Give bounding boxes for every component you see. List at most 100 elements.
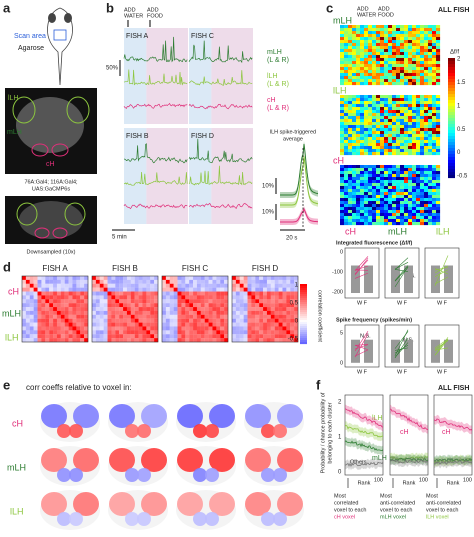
- heatmap-cell: [400, 189, 405, 193]
- matrix-cell: [60, 322, 65, 327]
- heatmap-cell: [392, 189, 397, 193]
- matrix-cell: [196, 276, 201, 280]
- heatmap-cell: [376, 171, 381, 175]
- matrix-cell: [169, 279, 174, 284]
- heatmap-cell: [412, 210, 417, 214]
- colorbar-cell: [448, 139, 455, 143]
- heatmap-cell: [380, 177, 385, 181]
- heatmap-cell: [384, 95, 389, 99]
- heatmap-cell: [392, 37, 397, 41]
- heatmap-cell: [344, 222, 349, 226]
- heatmap-cell: [408, 216, 413, 220]
- matrix-cell: [193, 326, 198, 331]
- heatmap-cell: [380, 25, 385, 29]
- heatmap-cell: [408, 143, 413, 147]
- matrix-cell: [216, 291, 221, 296]
- heatmap-cell: [436, 119, 441, 123]
- heatmap-cell: [396, 216, 401, 220]
- tick-label: 0: [340, 249, 343, 255]
- heatmap-cell: [400, 67, 405, 71]
- heatmap-cell: [376, 143, 381, 147]
- heatmap-cell: [340, 192, 345, 196]
- matrix-cell: [294, 326, 299, 331]
- matrix-cell: [239, 307, 244, 312]
- fish-label: FISH B: [126, 133, 149, 140]
- matrix-cell: [193, 330, 198, 335]
- matrix-cell: [76, 310, 81, 315]
- matrix-cell: [99, 338, 104, 343]
- heatmap-cell: [352, 134, 357, 138]
- heatmap-cell: [392, 34, 397, 38]
- matrix-cell: [115, 330, 120, 335]
- label: mLH: [7, 129, 22, 136]
- heatmap-cell: [348, 70, 353, 74]
- heatmap-cell: [408, 171, 413, 175]
- heatmap-cell: [356, 107, 361, 111]
- fish-label: FISH A: [126, 33, 149, 40]
- heatmap-cell: [388, 40, 393, 44]
- heatmap-cell: [368, 183, 373, 187]
- matrix-cell: [204, 283, 209, 288]
- matrix-cell: [270, 276, 275, 280]
- heatmap-cell: [416, 37, 421, 41]
- heatmap-cell: [360, 165, 365, 169]
- matrix-cell: [200, 279, 205, 284]
- label: ALL FISH: [438, 7, 469, 14]
- heatmap-cell: [376, 67, 381, 71]
- heatmap-cell: [424, 55, 429, 59]
- heatmap-cell: [380, 180, 385, 184]
- heatmap-cell: [368, 70, 373, 74]
- subplot-frame: [424, 247, 460, 299]
- heatmap-cell: [404, 213, 409, 217]
- matrix-cell: [259, 291, 264, 296]
- heatmap-cell: [352, 183, 357, 187]
- heatmap-cell: [348, 149, 353, 153]
- matrix-cell: [243, 287, 248, 292]
- matrix-cell: [235, 276, 240, 280]
- matrix-cell: [123, 310, 128, 315]
- matrix-cell: [263, 330, 268, 335]
- matrix-cell: [208, 330, 213, 335]
- heatmap-cell: [424, 165, 429, 169]
- heatmap-cell: [368, 168, 373, 172]
- matrix-cell: [72, 295, 77, 300]
- bar: [351, 339, 360, 363]
- heatmap-cell: [428, 146, 433, 150]
- heatmap-cell: [424, 152, 429, 156]
- heatmap-cell: [428, 222, 433, 226]
- heatmap-cell: [396, 146, 401, 150]
- heatmap-cell: [356, 25, 361, 29]
- heatmap-cell: [432, 131, 437, 135]
- matrix-cell: [247, 287, 252, 292]
- heatmap-cell: [396, 49, 401, 53]
- heatmap-cell: [352, 55, 357, 59]
- colorbar-cell: [448, 79, 455, 83]
- heatmap-cell: [348, 107, 353, 111]
- heatmap-cell: [372, 143, 377, 147]
- matrix-cell: [255, 318, 260, 323]
- heatmap-cell: [360, 58, 365, 62]
- heatmap-cell: [396, 171, 401, 175]
- heatmap-cell: [344, 125, 349, 129]
- matrix-cell: [123, 326, 128, 331]
- matrix-cell: [286, 279, 291, 284]
- matrix-cell: [80, 314, 85, 319]
- heatmap-cell: [360, 82, 365, 86]
- x-label: W F: [357, 300, 368, 306]
- line: [433, 460, 473, 466]
- heatmap-cell: [376, 201, 381, 205]
- heatmap-cell: [404, 204, 409, 208]
- heatmap-cell: [408, 174, 413, 178]
- matrix-cell: [146, 279, 151, 284]
- heatmap-cell: [412, 37, 417, 41]
- caption: voxel to each: [426, 507, 458, 513]
- matrix-cell: [56, 322, 61, 327]
- matrix-cell: [76, 334, 81, 339]
- heatmap-cell: [420, 207, 425, 211]
- heatmap-cell: [340, 37, 345, 41]
- matrix-cell: [60, 338, 65, 343]
- matrix-cell: [56, 314, 61, 319]
- colorbar-tick-label: 1: [457, 103, 461, 109]
- heatmap-cell: [420, 149, 425, 153]
